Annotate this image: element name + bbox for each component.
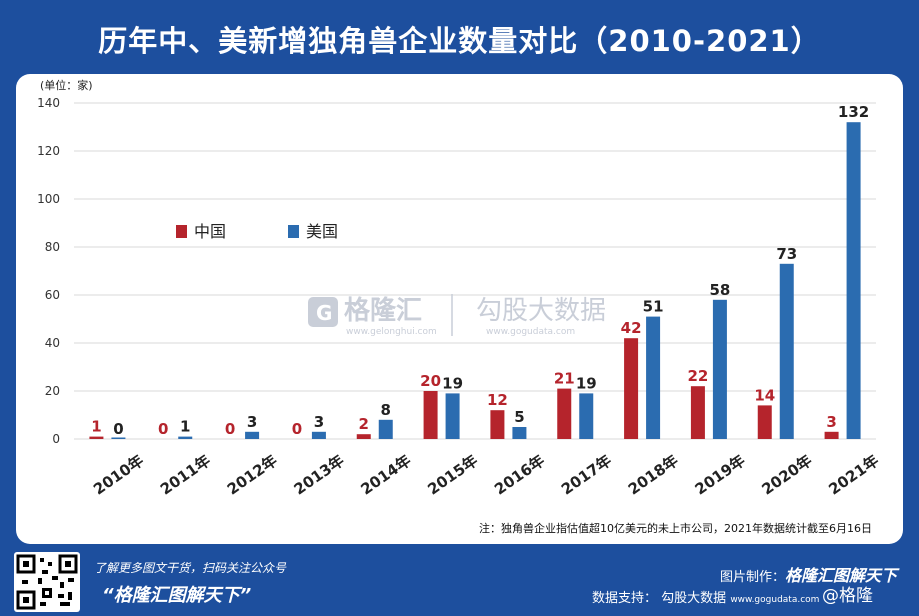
- data-label-china: 0: [158, 420, 168, 438]
- data-label-china: 20: [420, 372, 441, 390]
- y-tick-label: 0: [52, 432, 60, 446]
- credit-data-source: 数据支持： 勾股大数据 www.gogudata.com: [592, 587, 819, 606]
- data-label-usa: 51: [643, 298, 664, 316]
- x-tick-label: 2018年: [625, 451, 682, 498]
- x-tick-label: 2014年: [357, 451, 414, 498]
- y-axis: 0 20 40 60 80 100 120 140: [37, 96, 60, 446]
- y-tick-label: 80: [45, 240, 60, 254]
- legend: 中国 美国: [176, 222, 338, 241]
- footnote: 注：独角兽企业指估值超10亿美元的未上市公司，2021年数据统计截至6月16日: [479, 521, 872, 535]
- data-url: www.gogudata.com: [730, 595, 820, 605]
- legend-swatch: [288, 225, 299, 238]
- bar-usa: [846, 122, 861, 439]
- data-label-usa: 19: [576, 374, 597, 392]
- x-tick-label: 2019年: [692, 451, 749, 498]
- legend-label: 中国: [194, 222, 226, 241]
- legend-label: 美国: [306, 222, 338, 241]
- data-label-china: 1: [91, 418, 101, 436]
- data-label-usa: 132: [838, 103, 869, 121]
- data-label-china: 42: [621, 319, 642, 337]
- x-tick-label: 2020年: [758, 451, 815, 498]
- credit-label: 图片制作：: [720, 570, 786, 585]
- bar-china: [423, 391, 438, 439]
- data-label-china: 0: [225, 420, 235, 438]
- bar-usa: [311, 431, 326, 439]
- watermark-partner: 勾股大数据: [476, 296, 606, 326]
- bar-china: [557, 388, 572, 439]
- x-axis: 2010年 2011年 2012年 2013年 2014年 2015年 2016年 2017年…: [90, 451, 882, 498]
- x-tick-label: 2021年: [825, 451, 882, 498]
- bar-china: [490, 410, 505, 439]
- bar-china: [356, 434, 371, 439]
- bar-china: [89, 436, 104, 439]
- x-tick-label: 2010年: [90, 451, 147, 498]
- watermark: G 格隆汇 www.gelonghui.com 勾股大数据 www.goguda…: [308, 294, 606, 337]
- bar-china: [757, 405, 772, 439]
- promo-line-1: 了解更多图文干货，扫码关注公众号: [94, 561, 287, 575]
- data-label-usa: 0: [113, 420, 123, 438]
- bar-usa: [245, 431, 260, 439]
- promo-line-2: “格隆汇图解天下”: [102, 585, 252, 606]
- data-label-usa: 5: [514, 408, 524, 426]
- bar-usa: [178, 436, 193, 439]
- x-tick-label: 2013年: [291, 451, 348, 498]
- brand-logo-icon: [308, 297, 338, 327]
- data-label-china: 21: [554, 370, 575, 388]
- x-tick-label: 2015年: [424, 451, 481, 498]
- qr-code-icon: [14, 552, 80, 612]
- page-title: 历年中、美新增独角兽企业数量对比（2010-2021）: [98, 24, 821, 58]
- watermark-brand: 格隆汇: [344, 295, 422, 326]
- data-label-china: 0: [292, 420, 302, 438]
- y-tick-label: 120: [37, 144, 60, 158]
- data-label-china: 22: [687, 367, 708, 385]
- data-label-china: 12: [487, 391, 508, 409]
- chart-card: 0 20 40 60 80 100 120 140 (单位：家) G 格隆汇 www.gelo…: [16, 74, 903, 544]
- data-label: 数据支持：: [592, 591, 658, 606]
- bar-usa: [712, 299, 727, 439]
- data-label-usa: 73: [776, 245, 797, 263]
- bar-usa: [445, 393, 460, 439]
- watermark-partner-url: www.gogudata.com: [486, 327, 575, 337]
- y-tick-label: 140: [37, 96, 60, 110]
- data-label-china: 14: [754, 386, 775, 404]
- data-label-usa: 3: [247, 413, 257, 431]
- svg-text:G: G: [316, 301, 332, 325]
- bar-china: [690, 386, 705, 439]
- bar-usa: [646, 316, 661, 439]
- bar-usa: [579, 393, 594, 439]
- y-tick-label: 100: [37, 192, 60, 206]
- y-tick-label: 20: [45, 384, 60, 398]
- data-label-usa: 3: [314, 413, 324, 431]
- bar-usa: [779, 263, 794, 439]
- data-label-usa: 8: [381, 401, 391, 419]
- legend-swatch: [176, 225, 187, 238]
- credit-made-by: 图片制作：格隆汇图解天下: [720, 562, 897, 586]
- grid-lines: [74, 102, 876, 440]
- bar-usa: [111, 437, 126, 439]
- watermark-brand-url: www.gelonghui.com: [346, 327, 437, 337]
- unit-label: (单位：家): [40, 78, 93, 92]
- weibo-handle: @格隆: [822, 586, 873, 606]
- data-label-china: 3: [826, 413, 836, 431]
- bar-china: [824, 431, 839, 439]
- x-tick-label: 2016年: [491, 451, 548, 498]
- data-label-usa: 58: [709, 281, 730, 299]
- bar-usa: [378, 419, 393, 439]
- data-label-usa: 19: [442, 374, 463, 392]
- data-label-usa: 1: [180, 418, 190, 436]
- data-label-china: 2: [359, 415, 369, 433]
- x-tick-label: 2011年: [157, 451, 214, 498]
- y-tick-label: 60: [45, 288, 60, 302]
- data-source: 勾股大数据: [661, 591, 727, 606]
- bar-china: [624, 338, 639, 439]
- x-tick-label: 2017年: [558, 451, 615, 498]
- credit-brand: 格隆汇图解天下: [785, 566, 898, 585]
- x-tick-label: 2012年: [224, 451, 281, 498]
- y-tick-label: 40: [45, 336, 60, 350]
- footer: 了解更多图文干货，扫码关注公众号 “格隆汇图解天下” 图片制作：格隆汇图解天下 …: [0, 544, 919, 616]
- bar-usa: [512, 427, 527, 439]
